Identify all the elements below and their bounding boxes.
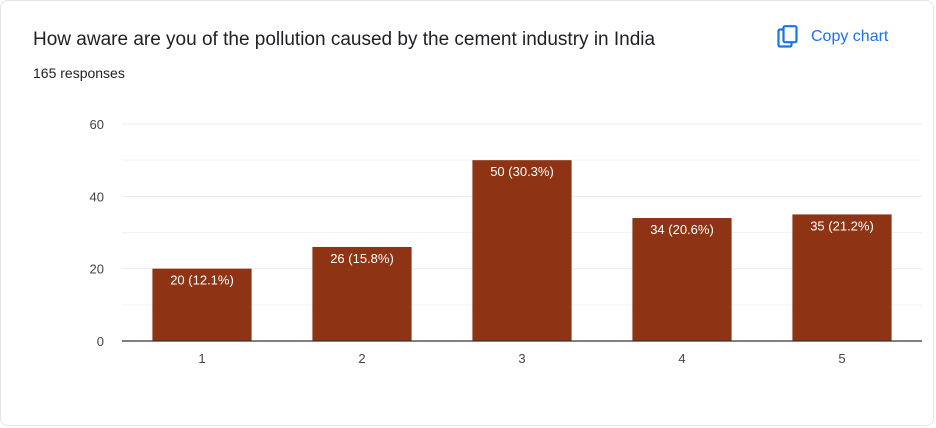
data-label: 34 (20.6%) [650,222,714,237]
copy-icon [777,25,799,49]
copy-chart-label: Copy chart [811,28,889,45]
y-tick-label: 40 [90,189,104,204]
bar [472,160,572,341]
x-tick-label: 3 [518,351,525,366]
data-label: 26 (15.8%) [330,251,394,266]
data-label: 50 (30.3%) [490,164,554,179]
y-tick-label: 60 [90,117,104,132]
bar [792,214,892,341]
x-tick-label: 4 [678,351,685,366]
y-tick-label: 0 [97,334,104,349]
x-tick-label: 2 [358,351,365,366]
x-tick-label: 1 [198,351,205,366]
copy-chart-button[interactable]: Copy chart [777,23,888,51]
data-label: 20 (12.1%) [170,273,234,288]
response-count: 165 responses [33,65,125,81]
bar [152,268,252,341]
chart-title: How aware are you of the pollution cause… [33,29,656,50]
x-tick-label: 5 [838,351,845,366]
bar [632,218,732,341]
bar [312,246,412,341]
data-label: 35 (21.2%) [810,218,874,233]
y-tick-label: 20 [90,262,104,277]
